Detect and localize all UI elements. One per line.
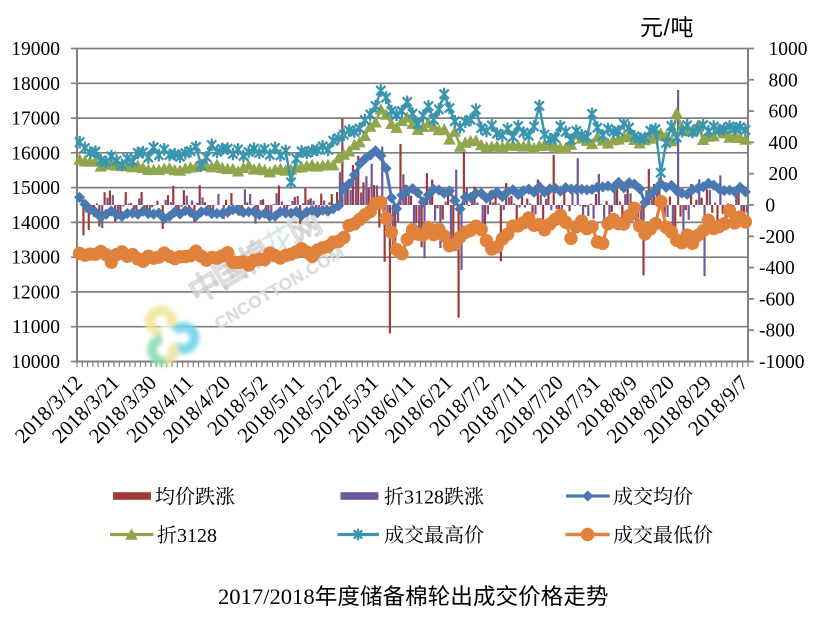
svg-text:-200: -200 — [759, 227, 795, 248]
svg-text:800: 800 — [769, 70, 798, 91]
svg-text:600: 600 — [769, 102, 798, 123]
svg-text:18000: 18000 — [11, 74, 60, 95]
svg-text:-400: -400 — [759, 258, 795, 279]
svg-text:2017/2018: 2017/2018 — [218, 584, 315, 609]
svg-text:10000: 10000 — [11, 352, 60, 373]
svg-text:12000: 12000 — [11, 282, 60, 303]
svg-text:200: 200 — [769, 164, 798, 185]
svg-text:0: 0 — [765, 196, 775, 217]
svg-text:-600: -600 — [759, 289, 795, 310]
svg-text:19000: 19000 — [11, 39, 60, 60]
svg-text:3128: 3128 — [177, 525, 217, 547]
svg-text:1000: 1000 — [769, 39, 808, 60]
svg-text:/: / — [664, 15, 671, 41]
svg-text:3128: 3128 — [404, 487, 444, 509]
svg-text:14000: 14000 — [11, 213, 60, 234]
svg-text:15000: 15000 — [11, 178, 60, 199]
svg-text:13000: 13000 — [11, 248, 60, 269]
svg-text:17000: 17000 — [11, 109, 60, 130]
svg-text:11000: 11000 — [12, 317, 60, 338]
svg-text:16000: 16000 — [11, 143, 60, 164]
svg-text:-800: -800 — [759, 321, 795, 342]
svg-text:400: 400 — [769, 133, 798, 154]
svg-text:-1000: -1000 — [759, 352, 805, 373]
